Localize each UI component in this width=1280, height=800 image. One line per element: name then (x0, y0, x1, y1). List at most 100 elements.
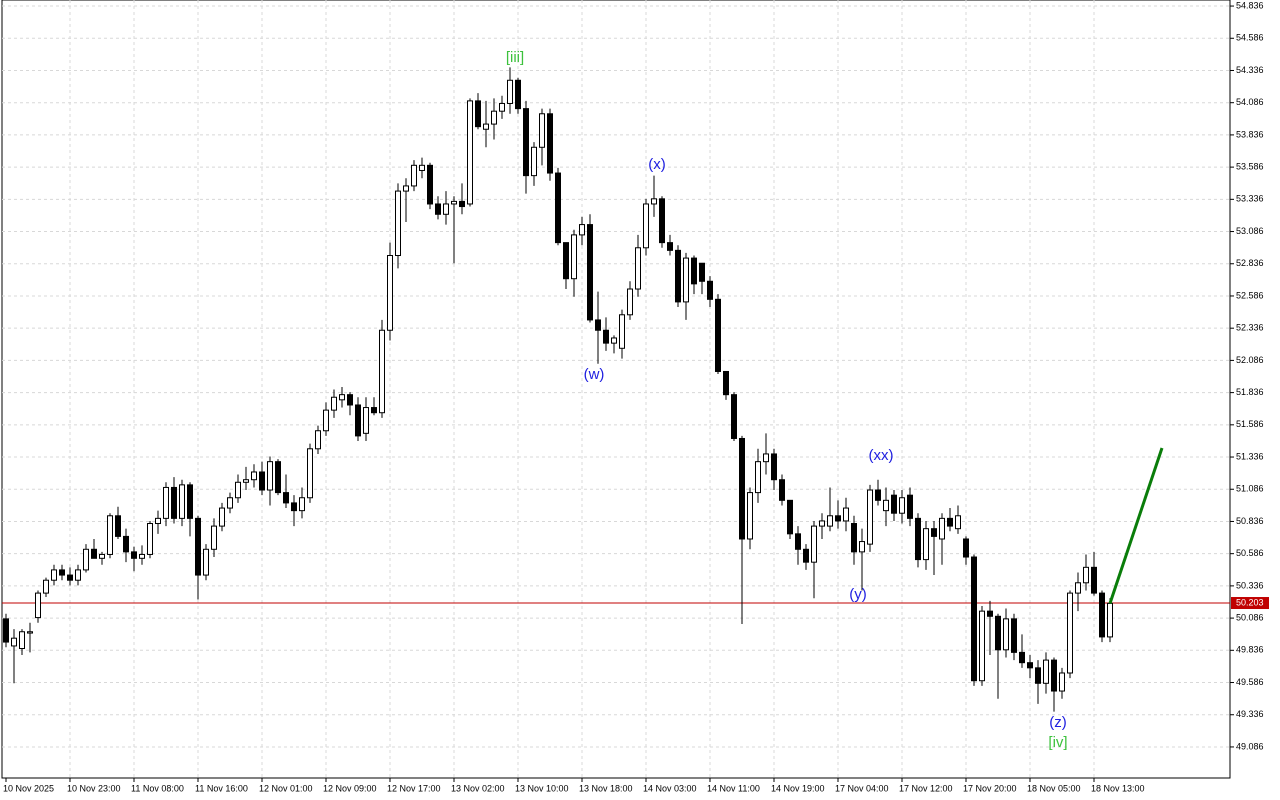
candle-body (163, 486, 169, 519)
candle-body (843, 507, 849, 522)
candle-body (1027, 662, 1033, 669)
candle-body (603, 329, 609, 344)
candle-body (587, 224, 593, 321)
x-tick-label: 12 Nov 17:00 (387, 783, 441, 793)
candle-body (251, 471, 257, 481)
candle-body (435, 203, 441, 215)
candle-body (35, 592, 41, 619)
y-tick-label: 49.586 (1236, 677, 1264, 687)
candle-body (1011, 618, 1017, 653)
candle-body (827, 515, 833, 527)
y-tick-label: 53.336 (1236, 194, 1264, 204)
candle-body (115, 515, 121, 537)
candle-body (883, 499, 889, 512)
candle-body (747, 492, 753, 540)
candle-body (11, 637, 17, 647)
candle-body (75, 569, 81, 581)
x-tick-label: 18 Nov 05:00 (1027, 783, 1081, 793)
candle-body (971, 556, 977, 682)
y-tick-label: 50.086 (1236, 612, 1264, 622)
candle-body (859, 541, 865, 553)
candle-body (1035, 667, 1041, 684)
y-tick-label: 52.586 (1236, 290, 1264, 300)
candle-body (227, 497, 233, 509)
candle-body (1083, 566, 1089, 584)
candle-body (979, 610, 985, 682)
x-tick-label: 10 Nov 2025 (3, 783, 54, 793)
candle-body (491, 110, 497, 125)
candle-body (915, 517, 921, 561)
candle-body (307, 448, 313, 499)
candle-body (787, 499, 793, 535)
candle-body (931, 528, 937, 537)
x-tick-label: 11 Nov 08:00 (131, 783, 184, 793)
candle-body (1067, 592, 1073, 674)
x-tick-label: 11 Nov 16:00 (195, 783, 248, 793)
candle-body (19, 631, 25, 650)
candle-body (1051, 659, 1057, 692)
candle-body (811, 525, 817, 563)
candle-body (123, 535, 129, 553)
candle-body (515, 79, 521, 110)
y-tick-label: 51.086 (1236, 484, 1264, 494)
x-tick-label: 14 Nov 11:00 (707, 783, 760, 793)
wave-label: (xx) (869, 447, 894, 464)
candle-body (91, 548, 97, 559)
candle-body (483, 123, 489, 130)
candle-body (939, 517, 945, 540)
candle-body (987, 610, 993, 617)
wave-label: [iii] (506, 49, 524, 66)
candle-body (907, 494, 913, 519)
candle-body (555, 172, 561, 244)
candle-body (347, 394, 353, 406)
candle-body (99, 553, 105, 559)
candle-body (107, 515, 113, 555)
candle-body (451, 200, 457, 205)
candle-body (427, 164, 433, 205)
x-tick-label: 13 Nov 02:00 (451, 783, 505, 793)
y-tick-label: 52.086 (1236, 355, 1264, 365)
candle-body (467, 100, 473, 205)
x-tick-label: 18 Nov 13:00 (1091, 783, 1145, 793)
candle-body (83, 548, 89, 571)
candle-body (283, 492, 289, 504)
candle-body (643, 203, 649, 249)
candle-body (955, 515, 961, 530)
candle-body (291, 502, 297, 512)
candle-body (51, 569, 57, 581)
candle-body (267, 461, 273, 491)
candle-body (459, 200, 465, 208)
candle-body (203, 548, 209, 576)
candle-body (899, 497, 905, 514)
candle-body (715, 298, 721, 372)
candle-body (795, 533, 801, 550)
x-tick-label: 14 Nov 03:00 (643, 783, 697, 793)
candle-body (923, 528, 929, 561)
candle-body (379, 329, 385, 414)
plot-frame (1, 0, 1231, 779)
candle-body (419, 164, 425, 171)
candle-body (155, 517, 161, 525)
candle-body (43, 579, 49, 594)
candle-body (331, 396, 337, 411)
wave-label: (x) (648, 156, 666, 173)
y-tick-label: 51.836 (1236, 387, 1264, 397)
y-tick-label: 49.336 (1236, 709, 1264, 719)
candle-body (547, 113, 553, 174)
y-tick-label: 54.586 (1236, 33, 1264, 43)
candle-body (475, 100, 481, 128)
candle-body (779, 479, 785, 501)
x-tick-label: 17 Nov 04:00 (835, 783, 889, 793)
projection-line (1108, 447, 1164, 604)
candle-body (67, 574, 73, 581)
current-price-box (1231, 597, 1269, 610)
candle-body (179, 484, 185, 519)
candle-body (531, 146, 537, 177)
candle-body (1091, 566, 1097, 594)
x-tick-label: 13 Nov 18:00 (579, 783, 633, 793)
x-tick-label: 12 Nov 01:00 (259, 783, 313, 793)
candle-body (171, 486, 177, 519)
candle-body (819, 520, 825, 527)
